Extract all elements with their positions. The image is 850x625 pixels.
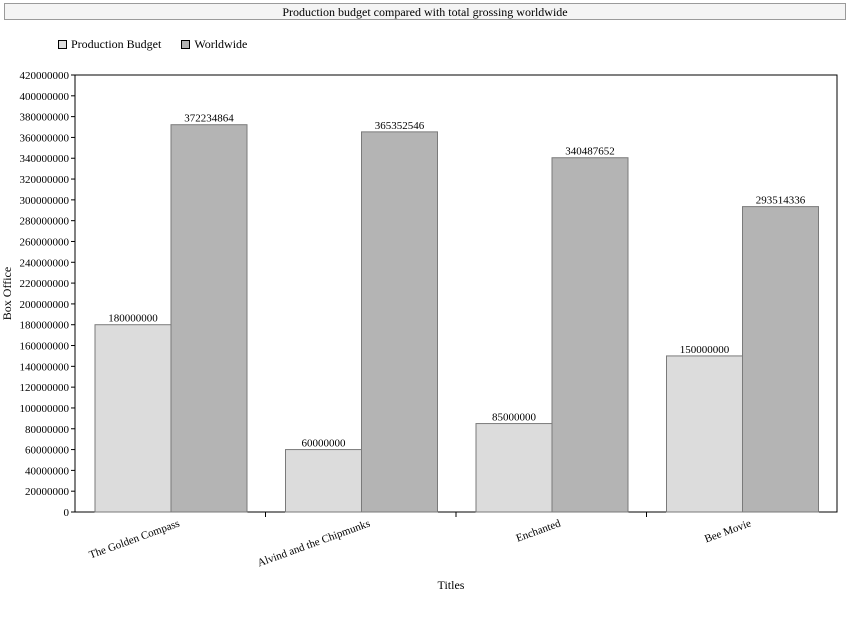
bar-worldwide [361, 131, 438, 513]
x-tick-label: The Golden Compass [88, 518, 182, 562]
chart-title: Production budget compared with total gr… [4, 3, 846, 20]
y-tick-label: 60000000 [25, 445, 70, 457]
y-tick-label: 160000000 [20, 341, 70, 353]
legend-swatch-production-budget [58, 39, 67, 49]
y-tick-label: 320000000 [20, 174, 70, 186]
bar-production-budget [666, 355, 743, 513]
y-tick-label: 120000000 [20, 382, 70, 394]
legend-swatch-worldwide [181, 39, 191, 49]
y-axis-title: Box Office [0, 267, 14, 320]
y-tick-label: 420000000 [20, 70, 70, 82]
legend: Production Budget Worldwide [58, 36, 267, 52]
bar-production-budget [475, 423, 553, 513]
bar-worldwide [742, 206, 819, 513]
y-tick-label: 0 [64, 507, 70, 519]
y-tick-label: 340000000 [20, 153, 70, 165]
y-tick-label: 140000000 [20, 361, 70, 373]
y-tick-label: 240000000 [20, 257, 70, 269]
y-tick-label: 260000000 [20, 236, 70, 248]
bar-production-budget [285, 449, 362, 513]
y-tick-label: 100000000 [20, 403, 70, 415]
legend-label-production-budget: Production Budget [71, 36, 162, 51]
legend-label-worldwide: Worldwide [194, 36, 248, 51]
y-tick-label: 280000000 [20, 216, 70, 228]
y-tick-label: 400000000 [20, 91, 70, 103]
bar-data-label: 180000000 [108, 313, 158, 325]
y-tick-label: 180000000 [20, 320, 70, 332]
y-tick-label: 20000000 [25, 486, 70, 498]
x-axis-title: Titles [438, 578, 465, 592]
bar-data-label: 365352546 [375, 120, 425, 132]
bar-production-budget [94, 324, 172, 513]
bar-data-label: 340487652 [565, 146, 615, 158]
y-tick-label: 200000000 [20, 299, 70, 311]
bar-worldwide [551, 157, 629, 513]
legend-item-production-budget: Production Budget [58, 37, 161, 52]
y-tick-label: 80000000 [25, 424, 70, 436]
y-tick-label: 360000000 [20, 132, 70, 144]
x-tick-label: Bee Movie [703, 518, 753, 546]
x-tick-label: Enchanted [515, 517, 563, 544]
legend-item-worldwide: Worldwide [181, 37, 247, 52]
bar-data-label: 60000000 [302, 438, 347, 450]
y-tick-label: 300000000 [20, 195, 70, 207]
bar-data-label: 293514336 [756, 195, 806, 207]
bar-data-label: 372234864 [184, 113, 234, 125]
y-tick-label: 380000000 [20, 112, 70, 124]
x-tick-label: Alvind and the Chipmunks [256, 518, 372, 570]
y-tick-label: 220000000 [20, 278, 70, 290]
bar-data-label: 150000000 [680, 344, 730, 356]
bar-worldwide [170, 124, 248, 513]
bar-data-label: 85000000 [492, 412, 537, 424]
y-tick-label: 40000000 [25, 465, 70, 477]
